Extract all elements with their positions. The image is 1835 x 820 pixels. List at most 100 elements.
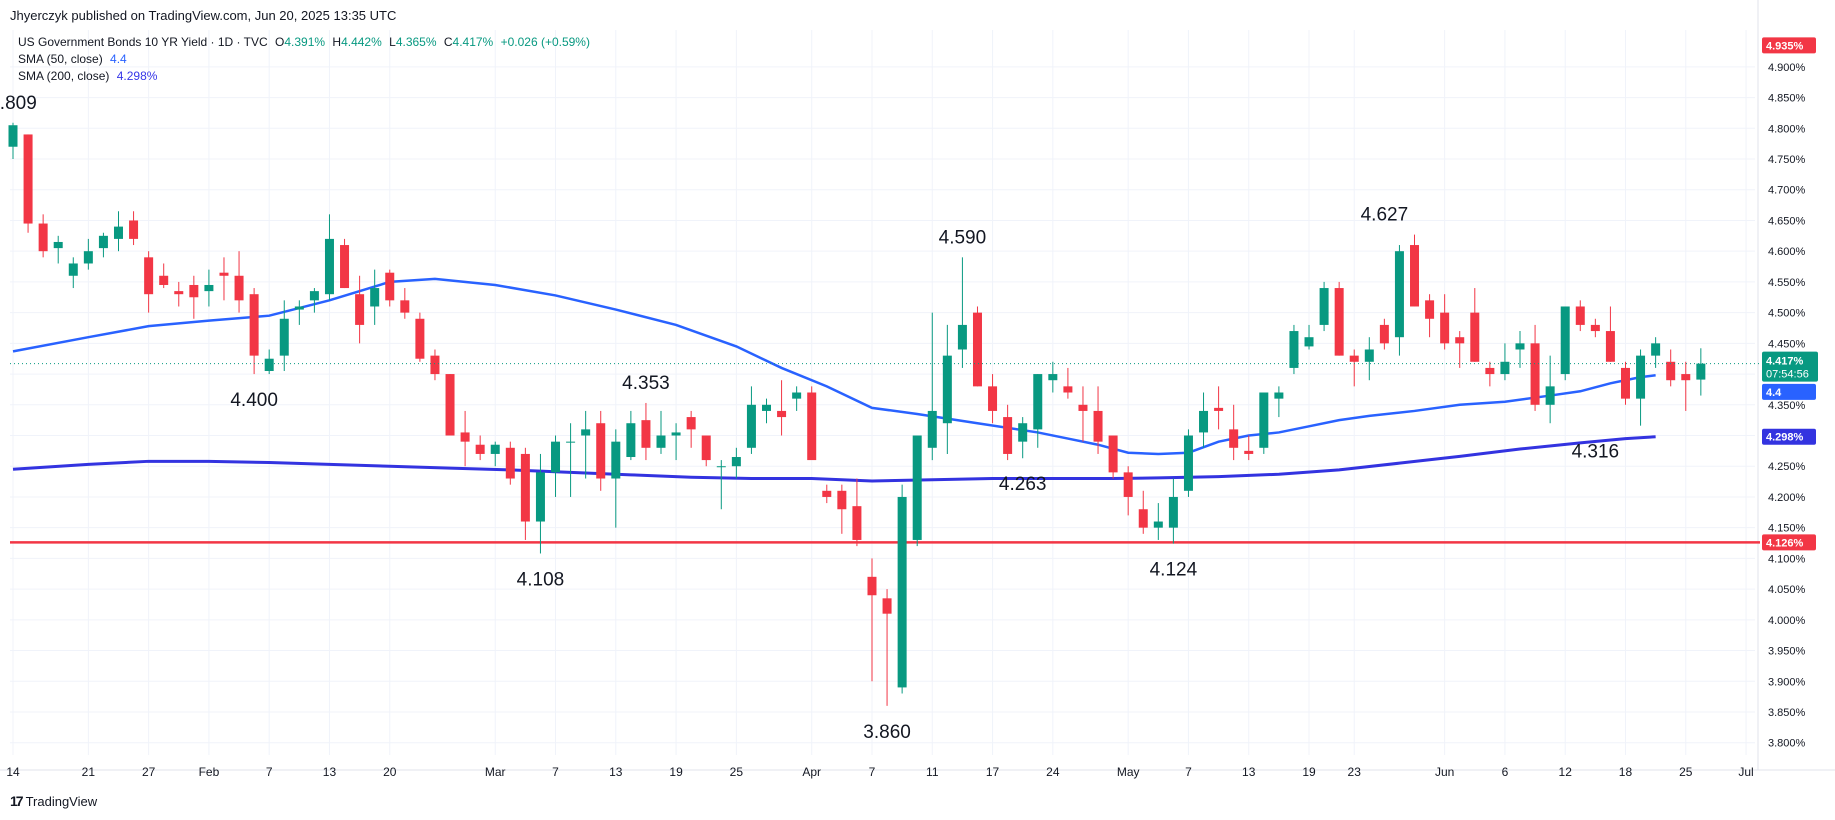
y-tick-label: 4.500% bbox=[1768, 308, 1806, 320]
price-annotation: 4.590 bbox=[939, 227, 987, 248]
sma50-row[interactable]: SMA (50, close) 4.4 bbox=[18, 51, 590, 68]
y-tick-label: 4.600% bbox=[1768, 246, 1806, 258]
candle-body bbox=[1410, 245, 1420, 307]
candle-body bbox=[445, 374, 455, 436]
y-tick-label: 4.650% bbox=[1768, 215, 1806, 227]
candle-body bbox=[159, 275, 169, 285]
x-tick-label: May bbox=[1117, 765, 1140, 779]
candle-body bbox=[1274, 392, 1284, 399]
sma50-badge-text: 4.4 bbox=[1766, 387, 1782, 399]
candle-body bbox=[324, 238, 334, 295]
candle-body bbox=[641, 420, 651, 448]
low-label: L bbox=[389, 35, 396, 49]
symbol-name[interactable]: US Government Bonds 10 YR Yield · 1D · T… bbox=[18, 35, 268, 49]
tradingview-icon: 17 bbox=[10, 793, 24, 809]
x-tick-label: Mar bbox=[485, 765, 506, 779]
y-tick-label: 4.850% bbox=[1768, 93, 1806, 105]
sma200-value: 4.298% bbox=[116, 69, 158, 83]
chart-legend: US Government Bonds 10 YR Yield · 1D · T… bbox=[18, 34, 590, 85]
top-price-badge-bg bbox=[1762, 37, 1816, 54]
x-tick-label: 13 bbox=[1242, 765, 1256, 779]
high-label: H bbox=[332, 35, 342, 49]
candle-body bbox=[505, 447, 515, 479]
candle-body bbox=[972, 312, 982, 387]
x-tick-label: 19 bbox=[669, 765, 683, 779]
current-price-badge-text: 4.417% bbox=[1766, 356, 1804, 368]
candle-body bbox=[731, 457, 741, 467]
x-tick-label: 13 bbox=[609, 765, 623, 779]
candle-body bbox=[189, 284, 199, 298]
candle-body bbox=[626, 423, 636, 458]
price-annotation: 3.860 bbox=[863, 722, 911, 743]
candle-body bbox=[294, 306, 304, 310]
candle-body bbox=[1033, 374, 1043, 430]
candle-body bbox=[204, 284, 214, 292]
candle-body bbox=[1183, 435, 1193, 491]
candle-body bbox=[1455, 337, 1465, 344]
candle-body bbox=[1394, 251, 1404, 338]
candle-body bbox=[1138, 509, 1148, 528]
candle-body bbox=[822, 490, 832, 497]
candle-body bbox=[1470, 312, 1480, 362]
candle-body bbox=[596, 423, 606, 479]
candle-body bbox=[174, 291, 184, 295]
sma200-line bbox=[12, 435, 1656, 483]
candle-body bbox=[701, 435, 711, 461]
candle-body bbox=[475, 444, 485, 454]
candle-body bbox=[807, 392, 817, 461]
symbol-row: US Government Bonds 10 YR Yield · 1D · T… bbox=[18, 34, 590, 51]
candle-body bbox=[1575, 306, 1585, 325]
candle-body bbox=[430, 355, 440, 375]
candle-body bbox=[1289, 331, 1299, 368]
x-tick-label: 20 bbox=[383, 765, 397, 779]
current-price-badge-bg bbox=[1762, 351, 1818, 382]
sma200-badge-bg bbox=[1762, 428, 1816, 445]
sma50-line bbox=[12, 277, 1656, 456]
candle-body bbox=[686, 417, 696, 430]
candle-body bbox=[1560, 306, 1570, 375]
candle-body bbox=[656, 435, 666, 448]
x-tick-label: Jul bbox=[1738, 765, 1753, 779]
open-value: 4.391% bbox=[284, 35, 326, 49]
candle-body bbox=[852, 506, 862, 540]
candle-body bbox=[98, 235, 108, 249]
y-tick-label: 4.700% bbox=[1768, 185, 1806, 197]
price-annotation: 4.809 bbox=[0, 93, 37, 114]
candle-body bbox=[551, 441, 561, 473]
tradingview-brand: TradingView bbox=[25, 793, 98, 809]
candle-body bbox=[8, 125, 18, 147]
candle-body bbox=[113, 226, 123, 239]
candle-body bbox=[1214, 407, 1224, 411]
sma50-badge-bg bbox=[1762, 383, 1816, 400]
candle-body bbox=[520, 453, 530, 522]
candle-body bbox=[1349, 355, 1359, 362]
candle-body bbox=[671, 432, 681, 436]
candle-body bbox=[777, 410, 787, 418]
candle-body bbox=[882, 598, 892, 614]
candle-body bbox=[53, 241, 63, 249]
candle-body bbox=[1530, 343, 1540, 405]
candle-body bbox=[38, 223, 48, 252]
y-tick-label: 3.900% bbox=[1768, 676, 1806, 688]
candle-body bbox=[490, 444, 500, 454]
candle-body bbox=[1681, 374, 1691, 381]
candle-body bbox=[1003, 417, 1013, 454]
price-annotation: 4.124 bbox=[1150, 560, 1198, 581]
tradingview-logo[interactable]: 17 TradingView bbox=[10, 793, 97, 809]
candle-body bbox=[23, 134, 33, 224]
x-tick-label: 27 bbox=[142, 765, 156, 779]
low-value: 4.365% bbox=[395, 35, 437, 49]
close-value: 4.417% bbox=[452, 35, 494, 49]
price-annotation: 4.353 bbox=[622, 373, 670, 394]
candle-body bbox=[1334, 288, 1344, 356]
x-tick-label: 18 bbox=[1619, 765, 1633, 779]
candle-body bbox=[611, 441, 621, 479]
price-annotation: 4.263 bbox=[999, 474, 1047, 495]
candle-body bbox=[1108, 435, 1118, 473]
sma200-row[interactable]: SMA (200, close) 4.298% bbox=[18, 68, 590, 85]
candle-body bbox=[1259, 392, 1269, 448]
candle-body bbox=[144, 257, 154, 295]
candle-body bbox=[1364, 349, 1374, 362]
x-tick-label: 11 bbox=[926, 765, 939, 779]
